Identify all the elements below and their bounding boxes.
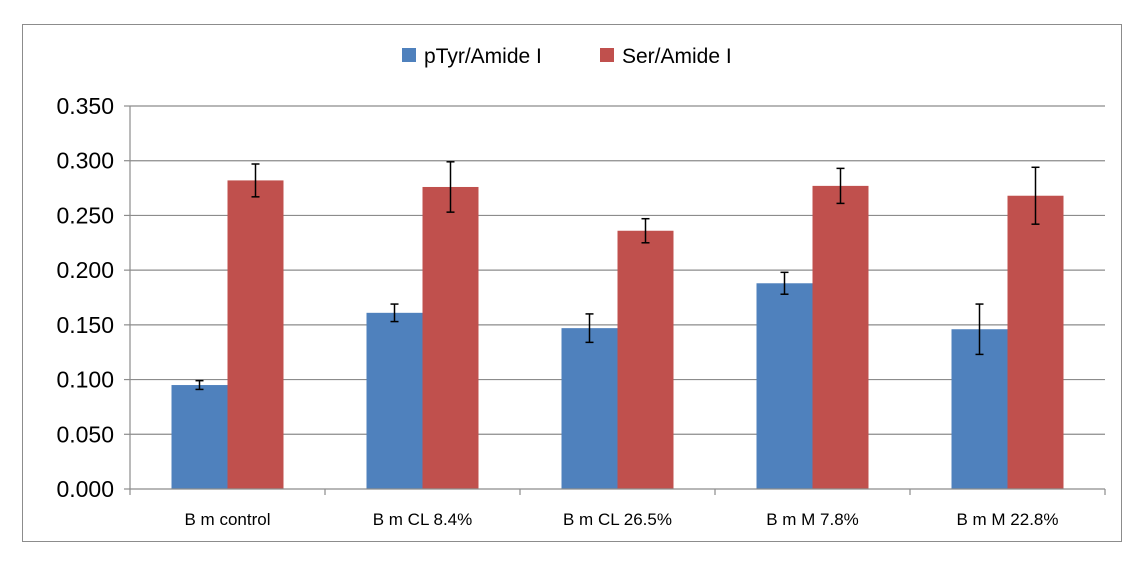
bar-ptyr-3 xyxy=(756,283,813,489)
x-axis-labels: B m control B m CL 8.4% B m CL 26.5% B m M … xyxy=(185,510,1059,529)
error-bar-1-3 xyxy=(836,167,845,205)
y-tick-label: 0.000 xyxy=(56,476,114,502)
y-tick-label: 0.250 xyxy=(56,202,114,228)
y-tick-label: 0.050 xyxy=(56,421,114,447)
legend-label-1: Ser/Amide I xyxy=(622,45,732,68)
error-bar-0-4 xyxy=(975,303,984,356)
bar-ptyr-0 xyxy=(171,385,228,489)
y-tick-label: 0.100 xyxy=(56,367,114,393)
bar-ser-3 xyxy=(812,185,869,489)
x-category-label: B m control xyxy=(185,510,271,529)
bars xyxy=(171,180,1064,489)
error-bar-0-3 xyxy=(780,271,789,295)
legend-swatch-0 xyxy=(402,48,416,62)
bar-ser-1 xyxy=(422,186,479,489)
bar-ser-0 xyxy=(227,180,284,489)
x-category-label: B m M 22.8% xyxy=(956,510,1058,529)
bar-ptyr-2 xyxy=(561,328,618,489)
error-bar-0-1 xyxy=(390,303,399,323)
error-bar-1-4 xyxy=(1031,166,1040,225)
gridlines xyxy=(130,105,1105,435)
y-tick-label: 0.300 xyxy=(56,148,114,174)
x-category-label: B m CL 26.5% xyxy=(563,510,672,529)
x-category-label: B m CL 8.4% xyxy=(373,510,473,529)
bar-ptyr-4 xyxy=(951,329,1008,489)
y-tick-label: 0.200 xyxy=(56,257,114,283)
legend: pTyr/Amide I Ser/Amide I xyxy=(402,45,732,68)
y-tick-label: 0.150 xyxy=(56,312,114,338)
bar-ser-4 xyxy=(1007,195,1064,489)
error-bars xyxy=(195,161,1040,391)
y-axis-ticks: 0.000 0.050 0.100 0.150 0.200 0.250 0.300 0.350 xyxy=(56,93,114,502)
legend-label-0: pTyr/Amide I xyxy=(424,45,542,68)
error-bar-0-2 xyxy=(585,313,594,344)
axes xyxy=(124,105,1106,495)
error-bar-0-0 xyxy=(195,379,204,391)
y-tick-label: 0.350 xyxy=(56,93,114,119)
error-bar-1-2 xyxy=(641,217,650,244)
error-bar-1-0 xyxy=(251,163,260,198)
bar-ptyr-1 xyxy=(366,312,423,489)
legend-swatch-1 xyxy=(600,48,614,62)
bar-ser-2 xyxy=(617,230,674,489)
x-category-label: B m M 7.8% xyxy=(766,510,859,529)
error-bar-1-1 xyxy=(446,161,455,213)
